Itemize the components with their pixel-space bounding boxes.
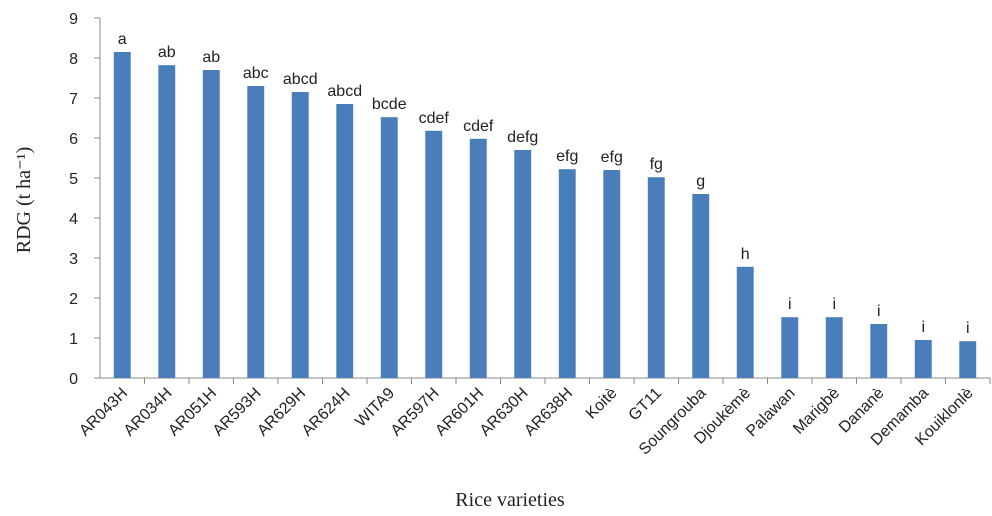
x-tick-label: Marigbè [790, 385, 843, 438]
y-tick-label: 3 [69, 251, 78, 268]
x-tick-label: AR043H [76, 385, 131, 440]
group-letter: fg [650, 156, 663, 173]
group-letter: abcd [327, 83, 362, 100]
x-axis-title: Rice varieties [455, 489, 565, 511]
y-tick-label: 1 [69, 331, 78, 348]
group-letter: ab [158, 44, 176, 61]
y-tick-label: 6 [69, 131, 78, 148]
bar [158, 65, 176, 378]
y-axis-title: RDG (t ha⁻¹) [13, 147, 35, 254]
bar [692, 194, 710, 378]
bar [736, 266, 754, 378]
bar [291, 92, 309, 378]
y-tick-label: 4 [69, 211, 78, 228]
y-tick-label: 7 [69, 91, 78, 108]
group-letter: i [966, 320, 970, 337]
bar [247, 86, 265, 378]
bar [781, 317, 799, 378]
x-tick-label: Palawan [743, 385, 798, 440]
y-tick-label: 0 [69, 371, 78, 388]
x-tick-label: AR597H [388, 385, 443, 440]
x-tick-label: AR601H [432, 385, 487, 440]
group-letter: efg [556, 148, 578, 165]
bar [558, 169, 576, 378]
group-letter: a [118, 31, 127, 48]
bar [336, 104, 354, 378]
group-letter: abc [243, 65, 269, 82]
bar [425, 130, 443, 378]
bar [380, 117, 398, 378]
group-letter: i [921, 319, 925, 336]
bar [914, 340, 932, 378]
bar [870, 324, 888, 378]
group-letter: efg [601, 149, 623, 166]
group-letter: ab [202, 49, 220, 66]
x-tick-label: AR624H [299, 385, 354, 440]
x-tick-label: AR638H [521, 385, 576, 440]
group-letter: i [877, 303, 881, 320]
bar [469, 138, 487, 378]
group-letter: cdef [419, 110, 450, 127]
bar [113, 52, 131, 378]
x-tick-label: AR051H [165, 385, 220, 440]
group-letter: abcd [283, 71, 318, 88]
x-tick-label: AR630H [477, 385, 532, 440]
bar [825, 317, 843, 378]
x-tick-label: AR629H [254, 385, 309, 440]
group-letter: bcde [372, 96, 407, 113]
y-tick-label: 5 [69, 171, 78, 188]
x-tick-label: GT11 [626, 385, 666, 425]
bar [202, 70, 220, 378]
group-letter: i [788, 296, 792, 313]
y-tick-label: 8 [69, 51, 78, 68]
group-letter: h [741, 246, 750, 263]
group-letter: cdef [463, 118, 494, 135]
x-tick-label: AR593H [210, 385, 265, 440]
bar [959, 341, 977, 378]
y-tick-label: 2 [69, 291, 78, 308]
group-letter: defg [507, 129, 538, 146]
bar [514, 150, 532, 378]
bar [647, 177, 665, 378]
group-letter: g [696, 173, 705, 190]
group-letter: i [832, 296, 836, 313]
bar [603, 170, 621, 378]
x-tick-label: Koitè [583, 385, 621, 423]
x-tick-label: AR034H [121, 385, 176, 440]
y-tick-label: 9 [69, 11, 78, 28]
